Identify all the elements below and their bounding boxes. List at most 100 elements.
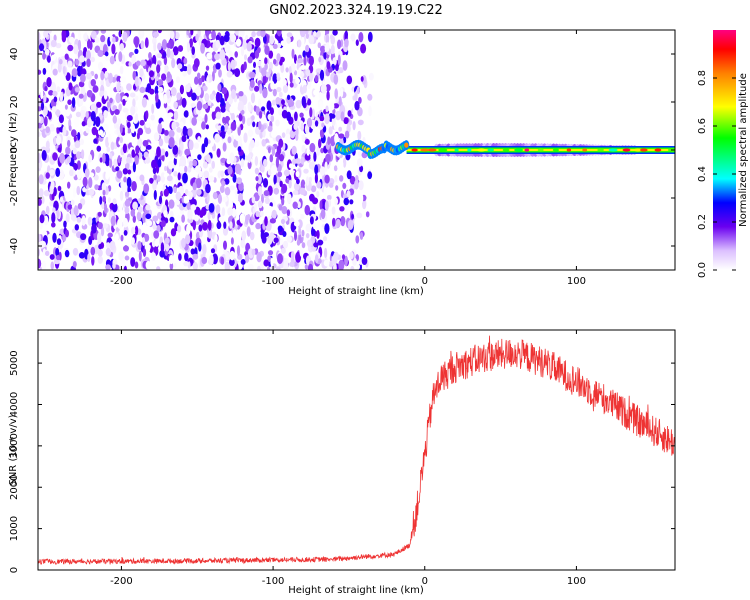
heat-cell bbox=[45, 61, 49, 70]
heat-cell bbox=[132, 215, 136, 223]
heat-cell bbox=[277, 43, 282, 48]
x-tick-label: 0 bbox=[422, 276, 428, 287]
heat-cell bbox=[71, 129, 77, 138]
heat-cell bbox=[68, 82, 73, 91]
heat-cell bbox=[321, 122, 325, 128]
heat-cell bbox=[226, 127, 232, 135]
heat-cell bbox=[62, 233, 67, 242]
heat-cell bbox=[237, 146, 242, 153]
heat-cell bbox=[61, 30, 67, 40]
heat-cell bbox=[115, 92, 121, 104]
heat-cell bbox=[43, 215, 49, 226]
heat-cell bbox=[295, 170, 300, 178]
heat-cell bbox=[281, 99, 285, 105]
heat-cell bbox=[324, 247, 328, 259]
heat-cell bbox=[288, 179, 292, 189]
heat-cell bbox=[192, 182, 197, 191]
heat-cell bbox=[109, 152, 113, 161]
heat-cell bbox=[338, 133, 345, 139]
heat-cell bbox=[99, 196, 103, 205]
heat-cell bbox=[334, 175, 338, 183]
heat-cell bbox=[88, 189, 95, 196]
heat-cell bbox=[86, 58, 91, 68]
heat-cell bbox=[198, 224, 203, 232]
heat-cell bbox=[273, 187, 280, 195]
heat-cell bbox=[325, 105, 329, 113]
heat-cell bbox=[318, 100, 324, 110]
heat-cell bbox=[109, 158, 113, 168]
heat-cell bbox=[235, 38, 242, 47]
heat-cell bbox=[74, 87, 80, 93]
heat-cell bbox=[330, 102, 335, 111]
heat-cell bbox=[107, 232, 113, 238]
heat-cell bbox=[153, 230, 160, 239]
heat-cell bbox=[654, 148, 662, 152]
heat-cell bbox=[304, 123, 310, 135]
heat-cell bbox=[183, 57, 188, 65]
heat-cell bbox=[191, 46, 195, 55]
heat-cell bbox=[80, 138, 84, 145]
heat-cell bbox=[173, 110, 179, 121]
heat-cell bbox=[332, 57, 337, 66]
heat-cell bbox=[330, 44, 335, 55]
heat-cell bbox=[272, 73, 278, 84]
heat-cell bbox=[120, 234, 124, 242]
heat-cell bbox=[198, 242, 202, 252]
heat-cell bbox=[342, 182, 347, 189]
heat-cell bbox=[288, 163, 293, 169]
heat-cell bbox=[50, 180, 55, 190]
heat-cell bbox=[50, 261, 55, 270]
heat-cell bbox=[356, 158, 363, 167]
heat-cell bbox=[352, 121, 356, 131]
heat-cell bbox=[164, 165, 168, 172]
heat-cell bbox=[123, 176, 127, 183]
heat-cell bbox=[239, 213, 246, 224]
heat-cell bbox=[54, 122, 59, 128]
heat-cell bbox=[110, 215, 116, 227]
heat-cell bbox=[86, 72, 92, 80]
heat-cell bbox=[321, 30, 326, 37]
heat-cell bbox=[152, 180, 157, 191]
heat-cell bbox=[197, 136, 201, 143]
heat-cell bbox=[279, 238, 284, 246]
spectrogram-heatmap bbox=[38, 30, 675, 270]
heat-cell bbox=[270, 115, 275, 123]
heat-cell bbox=[41, 196, 45, 204]
heat-cell bbox=[356, 212, 363, 219]
heat-cell bbox=[325, 33, 330, 44]
heat-cell bbox=[173, 101, 178, 110]
heat-cell bbox=[266, 266, 271, 270]
x-tick-label: -200 bbox=[110, 276, 133, 287]
heat-cell bbox=[67, 60, 73, 68]
heat-cell bbox=[119, 136, 124, 144]
heat-cell bbox=[205, 65, 210, 71]
heat-cell bbox=[224, 261, 230, 270]
heat-cell bbox=[153, 42, 157, 52]
heat-cell bbox=[309, 107, 313, 118]
heat-cell bbox=[58, 114, 64, 124]
heat-cell bbox=[135, 145, 140, 154]
heat-cell bbox=[219, 49, 226, 61]
heat-cell bbox=[275, 119, 280, 127]
heat-cell bbox=[307, 263, 314, 270]
heat-cell bbox=[131, 181, 137, 192]
heat-cell bbox=[41, 260, 47, 270]
heat-cell bbox=[132, 70, 137, 81]
heat-cell bbox=[144, 37, 149, 48]
heat-cell bbox=[175, 191, 181, 201]
heat-cell bbox=[167, 30, 171, 40]
heat-cell bbox=[299, 112, 304, 118]
heat-cell bbox=[221, 196, 228, 203]
heat-cell bbox=[291, 145, 297, 155]
heat-cell bbox=[295, 99, 302, 109]
heat-cell bbox=[340, 216, 346, 227]
heat-cell bbox=[281, 183, 288, 194]
heat-cell bbox=[349, 199, 354, 205]
heat-cell bbox=[215, 34, 220, 42]
heat-cell bbox=[281, 206, 288, 215]
heat-cell bbox=[252, 121, 256, 128]
heat-cell bbox=[193, 58, 200, 68]
heat-cell bbox=[190, 248, 195, 255]
heat-cell bbox=[90, 56, 96, 63]
heat-cell bbox=[108, 133, 112, 145]
